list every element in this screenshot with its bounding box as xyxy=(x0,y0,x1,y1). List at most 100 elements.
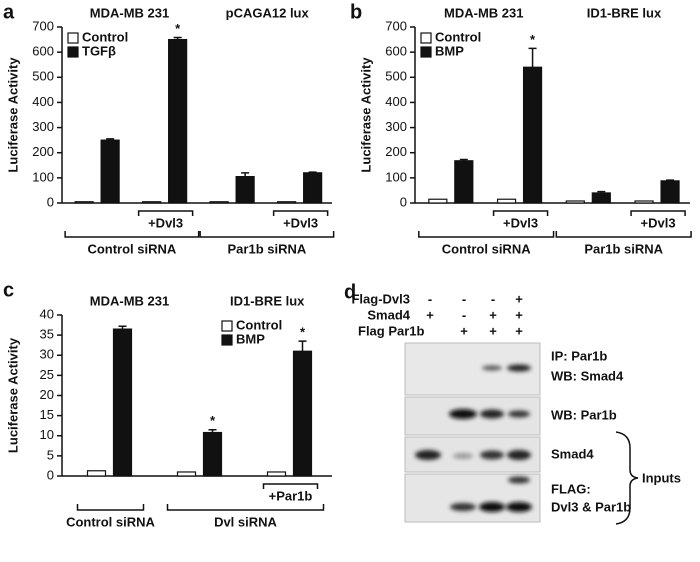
error-bar xyxy=(528,47,537,68)
bar xyxy=(660,180,680,204)
band xyxy=(507,450,531,460)
error-bar xyxy=(597,190,606,193)
bar xyxy=(428,198,448,204)
sublabel: +Dvl3 xyxy=(283,215,318,230)
y-tick-label: 0 xyxy=(47,467,54,482)
legend-swatch xyxy=(420,46,432,58)
row-label: Smad4 xyxy=(367,307,410,322)
bar xyxy=(277,201,297,204)
bracket xyxy=(630,210,686,216)
bracket xyxy=(137,210,194,216)
sign: - xyxy=(462,307,466,322)
sign: + xyxy=(489,323,497,338)
bar xyxy=(303,172,323,204)
error-bar xyxy=(173,36,182,40)
y-tick-label: 15 xyxy=(40,407,54,422)
y-tick-label: 200 xyxy=(32,144,54,159)
sign: + xyxy=(489,307,497,322)
band-label: IP: Par1b xyxy=(551,348,607,363)
bracket xyxy=(64,231,200,238)
bar xyxy=(634,200,654,204)
bracket xyxy=(262,483,319,489)
bar xyxy=(209,201,229,204)
y-label: Luciferase Activity xyxy=(358,57,373,173)
y-tick-label: 500 xyxy=(385,69,407,84)
title: MDA-MB 231 xyxy=(90,5,169,20)
bar xyxy=(235,176,255,204)
significance: * xyxy=(175,21,181,36)
sign: + xyxy=(515,291,523,306)
group-label: Control siRNA xyxy=(87,241,176,256)
panel-letter: a xyxy=(3,1,15,23)
significance: * xyxy=(530,32,536,47)
legend-label: Control xyxy=(236,317,282,332)
bar xyxy=(112,328,133,477)
band xyxy=(507,364,531,372)
error-bar xyxy=(459,158,468,161)
significance: * xyxy=(300,325,306,340)
sign: + xyxy=(426,307,434,322)
bracket xyxy=(272,210,329,216)
blot: d IP: Par1b WB: Smad4 WB: Par1b Smad4 FL… xyxy=(344,281,681,525)
error-bar xyxy=(118,325,127,330)
sign: + xyxy=(515,307,523,322)
y-tick-label: 600 xyxy=(32,44,54,59)
sublabel: +Dvl3 xyxy=(641,215,676,230)
bracket xyxy=(418,231,555,238)
band xyxy=(449,409,477,419)
brace xyxy=(615,431,639,525)
title: pCAGA12 lux xyxy=(226,5,310,20)
group-label: Inputs xyxy=(642,470,681,485)
band xyxy=(450,503,476,511)
title: ID1-BRE lux xyxy=(230,293,305,308)
y-tick-label: 300 xyxy=(32,119,54,134)
y-tick-label: 10 xyxy=(40,427,54,442)
sign: - xyxy=(428,291,432,306)
title: MDA-MB 231 xyxy=(444,5,523,20)
band xyxy=(453,453,473,459)
y-tick-label: 0 xyxy=(400,194,407,209)
y-tick-label: 30 xyxy=(40,347,54,362)
bracket xyxy=(555,231,692,238)
band xyxy=(482,365,502,371)
bar xyxy=(74,201,94,204)
sublabel: +Dvl3 xyxy=(503,215,538,230)
legend-swatch xyxy=(221,320,233,332)
band xyxy=(508,410,530,418)
bar xyxy=(454,160,474,204)
bar xyxy=(292,350,313,477)
y-tick-label: 300 xyxy=(385,119,407,134)
error-bar xyxy=(308,171,317,173)
band xyxy=(415,450,441,460)
error-bar xyxy=(666,179,675,181)
band xyxy=(508,476,530,484)
legend-swatch xyxy=(67,46,79,58)
legend-swatch xyxy=(67,32,79,44)
group-label: Control siRNA xyxy=(442,241,531,256)
legend-label: TGFβ xyxy=(82,43,116,58)
y-tick-label: 40 xyxy=(40,306,54,321)
band xyxy=(480,409,504,419)
band-label: Smad4 xyxy=(551,446,594,461)
bar xyxy=(266,471,287,477)
significance: * xyxy=(210,413,216,428)
error-bar xyxy=(106,138,115,141)
row-label: Flag-Dvl3 xyxy=(351,291,410,306)
legend-label: BMP xyxy=(236,331,265,346)
bar xyxy=(202,431,223,477)
y-tick-label: 100 xyxy=(32,169,54,184)
y-tick-label: 700 xyxy=(32,18,54,33)
sign: - xyxy=(491,291,495,306)
bar xyxy=(176,471,197,477)
panel-letter: b xyxy=(350,1,362,23)
bar xyxy=(565,200,585,204)
y-tick-label: 400 xyxy=(385,94,407,109)
bar xyxy=(100,139,120,204)
bar xyxy=(168,38,188,204)
group-label: Dvl siRNA xyxy=(214,514,277,529)
band xyxy=(479,502,505,512)
title: MDA-MB 231 xyxy=(90,293,169,308)
bracket xyxy=(199,231,335,238)
y-tick-label: 700 xyxy=(385,18,407,33)
